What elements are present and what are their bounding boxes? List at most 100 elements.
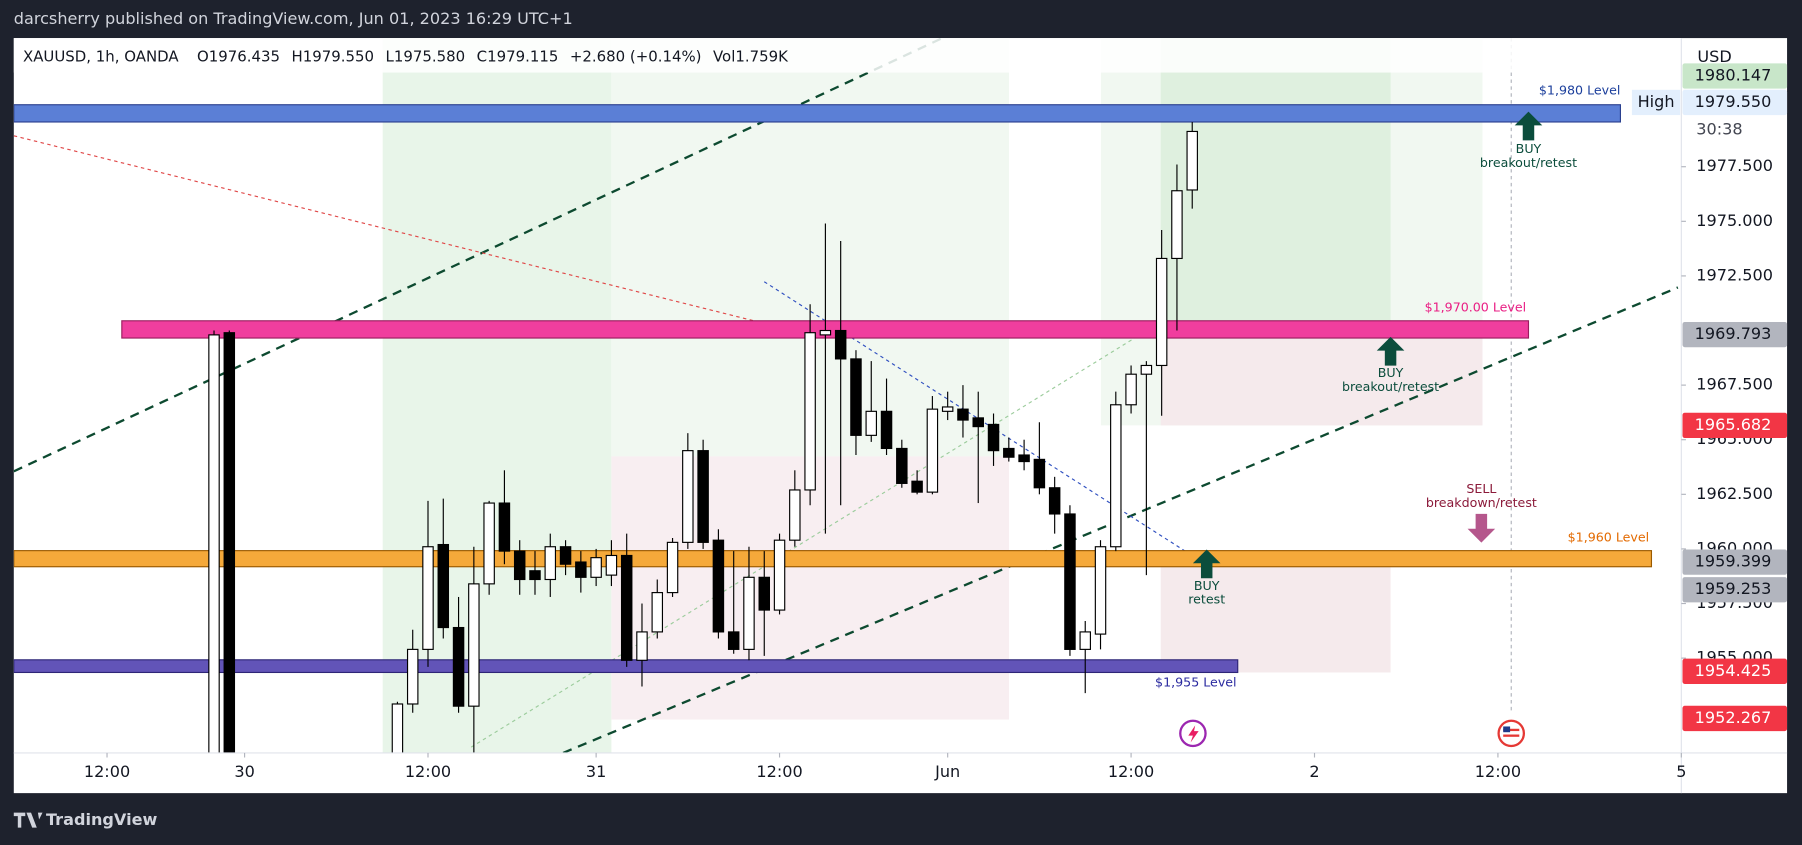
y-tick-label: 1972.500 <box>1696 265 1773 284</box>
candle-body <box>620 554 633 661</box>
flag-stripe <box>1503 734 1520 737</box>
candle-body <box>559 546 572 565</box>
legend-item: +2.680 (+0.14%) <box>570 48 702 66</box>
arrow-up <box>1192 549 1221 579</box>
candle-body <box>636 631 648 661</box>
price-badge <box>1682 549 1788 575</box>
event-icon[interactable] <box>1497 719 1526 748</box>
level-label: $1,980 Level <box>1539 82 1621 97</box>
candle-body <box>1003 447 1015 458</box>
legend-item: Vol1.759K <box>713 48 789 66</box>
candle-body <box>941 406 954 412</box>
candle-body <box>391 703 404 753</box>
candle-body <box>1064 513 1076 650</box>
flag-stripe <box>1503 728 1520 732</box>
candle-body <box>773 539 786 611</box>
legend-bg <box>13 38 1682 73</box>
candle-body <box>1094 546 1107 635</box>
price-badge <box>1682 412 1788 439</box>
legend: XAUUSD, 1h, OANDA O1976.435 H1979.550 L1975… <box>23 48 789 66</box>
legend-item: XAUUSD, 1h, OANDA <box>23 48 179 66</box>
candle-body <box>758 576 771 611</box>
x-tick-label: 5 <box>1676 762 1686 781</box>
candle-body <box>437 543 450 629</box>
price-badge <box>1682 577 1788 603</box>
candle-body <box>513 550 526 581</box>
candle-body <box>926 408 939 493</box>
candle-body <box>1018 454 1030 463</box>
candle-body <box>789 489 801 541</box>
x-tick-label: 2 <box>1309 762 1319 781</box>
price-badge-label: 1965.682 <box>1695 415 1772 434</box>
candle-body <box>804 332 816 491</box>
annotation: breakout/retest <box>1480 155 1577 170</box>
candle-body <box>697 450 709 543</box>
price-badges: 1980.147 1979.550 1969.793 1965.682 1959.399… <box>1682 63 1788 732</box>
legend-item: O1976.435 <box>197 48 280 66</box>
candle-body <box>911 480 923 493</box>
x-tick-label: 12:00 <box>1475 762 1521 781</box>
candle-body <box>223 332 236 753</box>
flag-canton <box>1503 726 1511 733</box>
candle-body <box>605 554 618 576</box>
annotation: breakout/retest <box>1342 379 1439 394</box>
annotation: BUY <box>1378 365 1404 380</box>
candle-body <box>1186 130 1198 191</box>
candle-body <box>452 626 465 707</box>
candle-body <box>483 502 495 585</box>
x-tick-label: 31 <box>586 762 606 781</box>
countdown: 30:38 <box>1696 120 1742 139</box>
high-tag: High <box>1638 92 1675 111</box>
price-badge <box>1682 89 1788 116</box>
x-tick-label: 12:00 <box>1108 762 1154 781</box>
candle-body <box>1033 458 1046 489</box>
annotation: retest <box>1188 592 1225 607</box>
candle-body <box>422 546 434 650</box>
candle-body <box>819 329 832 336</box>
brand: TradingView <box>46 810 158 829</box>
candle-body <box>682 450 694 543</box>
x-tick-label: 12:00 <box>405 762 451 781</box>
candle-body <box>834 329 847 360</box>
zone <box>1160 566 1391 673</box>
level-band <box>13 659 1239 674</box>
price-badge <box>1682 321 1788 348</box>
price-badge-label: 1980.147 <box>1695 66 1772 85</box>
currency: USD <box>1697 47 1731 66</box>
level-band <box>13 104 1621 123</box>
high-tag-bg <box>1631 89 1681 116</box>
legend-item: L1975.580 <box>386 48 466 66</box>
x-tick-label: Jun <box>934 762 960 781</box>
candle-body <box>529 570 541 581</box>
candle-body <box>651 592 664 633</box>
candle-body <box>498 502 511 552</box>
x-tick-label: 12:00 <box>84 762 130 781</box>
candle-body <box>1140 364 1153 375</box>
candle-body <box>208 334 220 753</box>
candle-body <box>727 631 740 650</box>
arrow-up <box>1376 336 1405 366</box>
y-tick-label: 1977.500 <box>1696 156 1773 175</box>
candle-body <box>406 648 419 705</box>
price-badge <box>1682 63 1788 89</box>
candles <box>208 121 1198 753</box>
candle-body <box>666 541 679 594</box>
candle-body <box>575 561 587 578</box>
price-badge-label: 1969.793 <box>1695 324 1772 343</box>
trend-line <box>13 135 805 334</box>
level-label: $1,960 Level <box>1568 529 1650 544</box>
candle-body <box>987 423 1000 452</box>
candle-body <box>712 539 725 633</box>
price-badge-label: 1959.399 <box>1695 552 1772 571</box>
price-badge-label: 1954.425 <box>1695 661 1772 680</box>
y-tick-label: 1975.000 <box>1696 211 1773 230</box>
price-badge-label: 1952.267 <box>1695 708 1772 727</box>
zone <box>382 38 612 753</box>
annotation: BUY <box>1194 578 1220 593</box>
annotation: breakdown/retest <box>1426 495 1537 510</box>
price-badge <box>1682 705 1788 732</box>
candle-body <box>880 410 893 450</box>
candle-body <box>1110 404 1122 548</box>
level-label: $1,955 Level <box>1155 674 1237 689</box>
